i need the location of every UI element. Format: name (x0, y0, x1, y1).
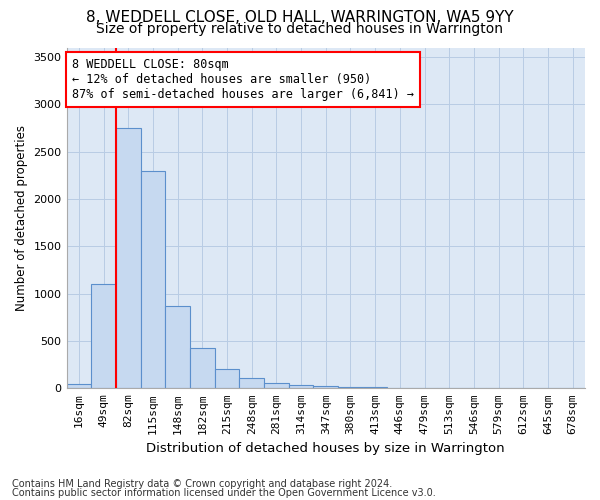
Text: Contains HM Land Registry data © Crown copyright and database right 2024.: Contains HM Land Registry data © Crown c… (12, 479, 392, 489)
Bar (215, 370, 239, 388)
Bar (140, 170, 165, 388)
Bar (91, 284, 116, 389)
Bar (264, 382, 289, 388)
Bar (289, 384, 313, 388)
Bar (67, 384, 91, 388)
Bar (190, 348, 215, 389)
Bar (313, 386, 338, 388)
Bar (338, 387, 363, 388)
Bar (116, 128, 140, 388)
Text: Contains public sector information licensed under the Open Government Licence v3: Contains public sector information licen… (12, 488, 436, 498)
Text: 8, WEDDELL CLOSE, OLD HALL, WARRINGTON, WA5 9YY: 8, WEDDELL CLOSE, OLD HALL, WARRINGTON, … (86, 10, 514, 25)
Y-axis label: Number of detached properties: Number of detached properties (15, 125, 28, 311)
Text: Size of property relative to detached houses in Warrington: Size of property relative to detached ho… (97, 22, 503, 36)
Bar (239, 378, 264, 388)
X-axis label: Distribution of detached houses by size in Warrington: Distribution of detached houses by size … (146, 442, 505, 455)
Text: 8 WEDDELL CLOSE: 80sqm
← 12% of detached houses are smaller (950)
87% of semi-de: 8 WEDDELL CLOSE: 80sqm ← 12% of detached… (72, 58, 414, 100)
Bar (165, 306, 190, 388)
